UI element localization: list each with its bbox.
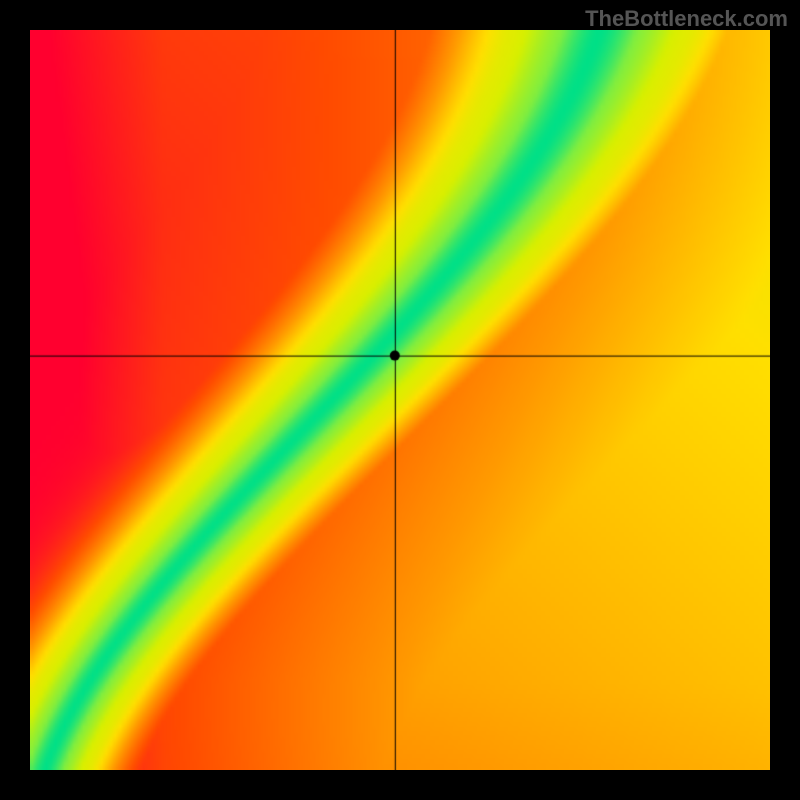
watermark-text: TheBottleneck.com xyxy=(585,6,788,32)
overlay-canvas xyxy=(30,30,770,770)
figure-root: TheBottleneck.com xyxy=(0,0,800,800)
